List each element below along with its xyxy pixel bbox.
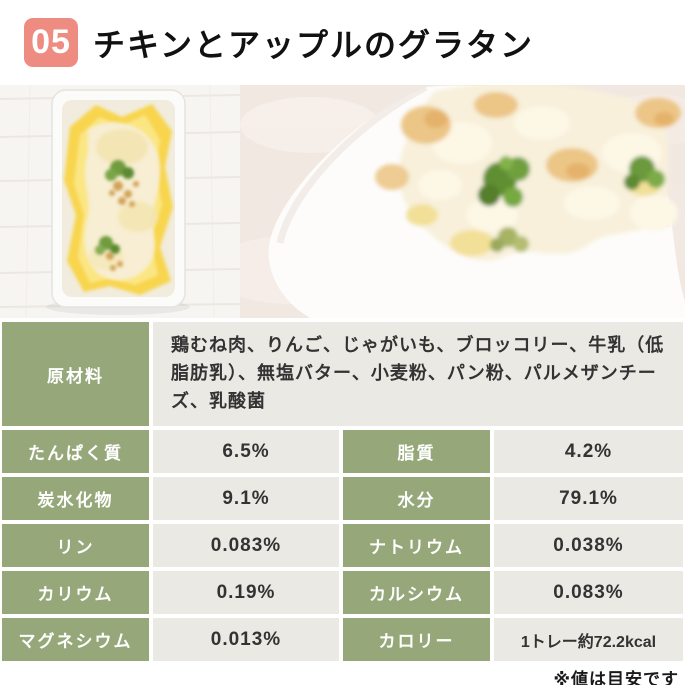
nutrient-value-fat: 4.2% [494, 430, 683, 473]
product-photos [0, 85, 685, 318]
nutrient-label-protein: たんぱく質 [2, 430, 149, 473]
nutrient-label-sodium: ナトリウム [343, 524, 490, 567]
nutrient-label-magnesium: マグネシウム [2, 618, 149, 661]
nutrient-label-potassium: カリウム [2, 571, 149, 614]
nutrient-label-calories: カロリー [343, 618, 490, 661]
nutrient-label-carbs: 炭水化物 [2, 477, 149, 520]
nutrient-value-calories: 1トレー約72.2kcal [494, 618, 683, 661]
nutrient-value-potassium: 0.19% [153, 571, 339, 614]
disclaimer-note: ※値は目安です [553, 670, 679, 685]
nutrient-value-carbs: 9.1% [153, 477, 339, 520]
tray-gratin-illustration [0, 85, 240, 318]
photo-tray-gratin [0, 85, 240, 318]
nutrient-label-fat: 脂質 [343, 430, 490, 473]
ingredients-value: 鶏むね肉、りんご、じゃがいも、ブロッコリー、牛乳（低脂肪乳）、無塩バター、小麦粉… [153, 322, 683, 426]
bowl-gratin-illustration [240, 85, 685, 318]
nutrient-value-magnesium: 0.013% [153, 618, 339, 661]
nutrient-label-phosphorus: リン [2, 524, 149, 567]
nutrient-value-calcium: 0.083% [494, 571, 683, 614]
item-number-badge: 05 [24, 18, 78, 67]
nutrition-table: 原材料 鶏むね肉、りんご、じゃがいも、ブロッコリー、牛乳（低脂肪乳）、無塩バター… [2, 322, 683, 661]
nutrient-value-protein: 6.5% [153, 430, 339, 473]
header: 05 チキンとアップルのグラタン [0, 0, 685, 85]
nutrient-label-calcium: カルシウム [343, 571, 490, 614]
page-title: チキンとアップルのグラタン [93, 26, 535, 63]
nutrient-value-moisture: 79.1% [494, 477, 683, 520]
nutrient-value-sodium: 0.038% [494, 524, 683, 567]
nutrient-value-phosphorus: 0.083% [153, 524, 339, 567]
ingredients-label: 原材料 [2, 322, 149, 426]
nutrient-label-moisture: 水分 [343, 477, 490, 520]
photo-bowl-gratin [240, 85, 685, 318]
